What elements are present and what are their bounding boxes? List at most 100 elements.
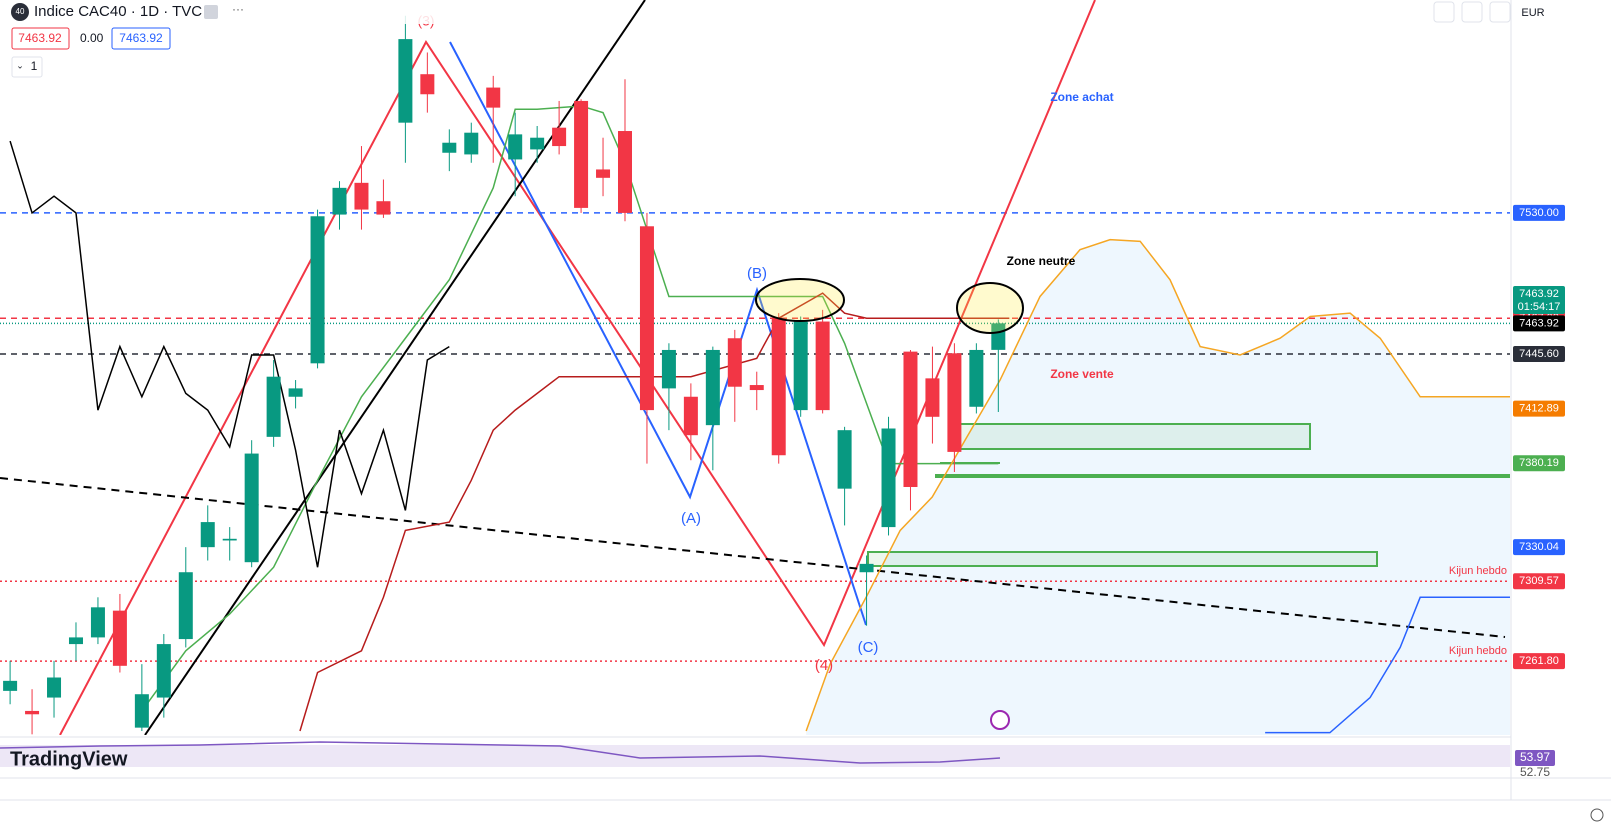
- candle-body: [288, 388, 303, 397]
- candle-body: [68, 637, 83, 645]
- level-tag-label: 7530.00: [1519, 207, 1559, 219]
- candle-body: [200, 522, 215, 548]
- candle-body: [815, 321, 830, 411]
- candle-body: [134, 694, 149, 728]
- candle-body: [442, 142, 457, 153]
- level-note: Kijun hebdo: [1449, 645, 1507, 657]
- level-note: Kijun hebdo: [1449, 565, 1507, 577]
- candle-body: [156, 644, 171, 698]
- candle-body: [530, 137, 545, 150]
- level-tag-label: 7330.04: [1519, 541, 1559, 553]
- ask-box[interactable]: [111, 27, 171, 50]
- candle-body: [552, 127, 567, 147]
- level-tag: [1513, 539, 1565, 556]
- candle-body: [727, 338, 742, 387]
- level-tag: [1513, 573, 1565, 590]
- wave-label: (C): [858, 639, 879, 656]
- bid: 7463.92: [18, 31, 62, 45]
- candle-body: [486, 87, 501, 108]
- candle-body: [376, 201, 391, 215]
- settings-icon[interactable]: [1590, 808, 1604, 822]
- price-tag-value: 7463.92: [1519, 288, 1559, 300]
- alert-icon[interactable]: [990, 710, 1010, 730]
- icon[interactable]: ···: [232, 2, 244, 16]
- header-bg: [0, 0, 600, 24]
- spread: 0.00: [80, 31, 104, 45]
- zone-box: [956, 423, 1311, 450]
- candle-body: [574, 100, 589, 208]
- zone-label: Zone neutre: [1007, 254, 1076, 268]
- cloud: [806, 239, 1510, 735]
- ask: 7463.92: [119, 31, 163, 45]
- candle-body: [266, 376, 281, 437]
- candle-body: [969, 349, 984, 407]
- candle-body: [420, 74, 435, 95]
- chevron: ⌄: [16, 60, 24, 70]
- rsi-pane: TradingView 53.97 52.75: [0, 736, 1611, 779]
- level-tag-label: 7380.19: [1519, 457, 1559, 469]
- level-tag-label: 7445.60: [1519, 348, 1559, 360]
- candle-body: [991, 323, 1006, 350]
- indicator-line: [9, 140, 450, 568]
- price-tag: [1513, 286, 1565, 314]
- zone-box: [867, 551, 1378, 567]
- indicator-line: [1265, 596, 1510, 734]
- level-tag: [1513, 455, 1565, 472]
- candle-body: [112, 610, 127, 666]
- symbol-title: Indice CAC40 · 1D · TVC: [34, 3, 202, 20]
- indicators: [9, 105, 1510, 734]
- toolbar-button[interactable]: [1461, 1, 1483, 23]
- candle-body: [793, 321, 808, 411]
- candle-body: [310, 216, 325, 364]
- candle-body: [859, 563, 874, 573]
- candle-body: [947, 353, 962, 452]
- bid-box[interactable]: [11, 27, 70, 50]
- zone-label: Zone vente: [1050, 367, 1114, 381]
- candle-body: [749, 385, 764, 391]
- candle-body: [705, 349, 720, 426]
- level-tag-label: 7309.57: [1519, 575, 1559, 587]
- level-tag: [1513, 653, 1565, 670]
- level-tag: [1513, 315, 1565, 332]
- ellipse: [755, 278, 845, 322]
- level-tag: [1513, 204, 1565, 221]
- candle-body: [47, 677, 62, 698]
- candle-body: [683, 396, 698, 436]
- candle-body: [354, 182, 369, 210]
- candles: [3, 15, 1006, 735]
- level-tag-label: 7261.80: [1519, 655, 1559, 667]
- candle-body: [25, 710, 40, 715]
- toolbar-button[interactable]: [1433, 1, 1455, 23]
- price-tags: 7530.007467.007463.927445.607412.897380.…: [1513, 204, 1565, 670]
- collapse-box[interactable]: [11, 56, 43, 78]
- candle-body: [925, 378, 940, 417]
- rsi-tag: [1515, 750, 1555, 766]
- level-tag: [1513, 345, 1565, 362]
- candle-body: [398, 39, 413, 123]
- candle-body: [508, 134, 523, 160]
- candle-body: [661, 349, 676, 389]
- indicator-line: [299, 292, 1010, 732]
- currency[interactable]: EUR: [1521, 7, 1544, 19]
- wave-label: (A): [681, 510, 701, 527]
- wave-label: (B): [747, 265, 767, 282]
- logo-text: 40: [16, 7, 25, 16]
- candle-body: [617, 131, 632, 213]
- logo: [11, 3, 29, 21]
- level-tag: [1513, 400, 1565, 417]
- blue-zigzag: [449, 41, 867, 626]
- candle-body: [90, 607, 105, 638]
- candle-body: [837, 430, 852, 489]
- countdown: 01:54:17: [1518, 301, 1561, 313]
- trendline: [144, 0, 646, 735]
- candle-body: [332, 187, 347, 215]
- rsi-line: [0, 741, 1001, 764]
- candle-body: [771, 318, 786, 456]
- toolbar-button[interactable]: [1489, 1, 1511, 23]
- ellipse: [956, 282, 1024, 334]
- icon[interactable]: [204, 5, 218, 19]
- level-tag-label: 7463.92: [1519, 317, 1559, 329]
- levels: [0, 212, 1510, 662]
